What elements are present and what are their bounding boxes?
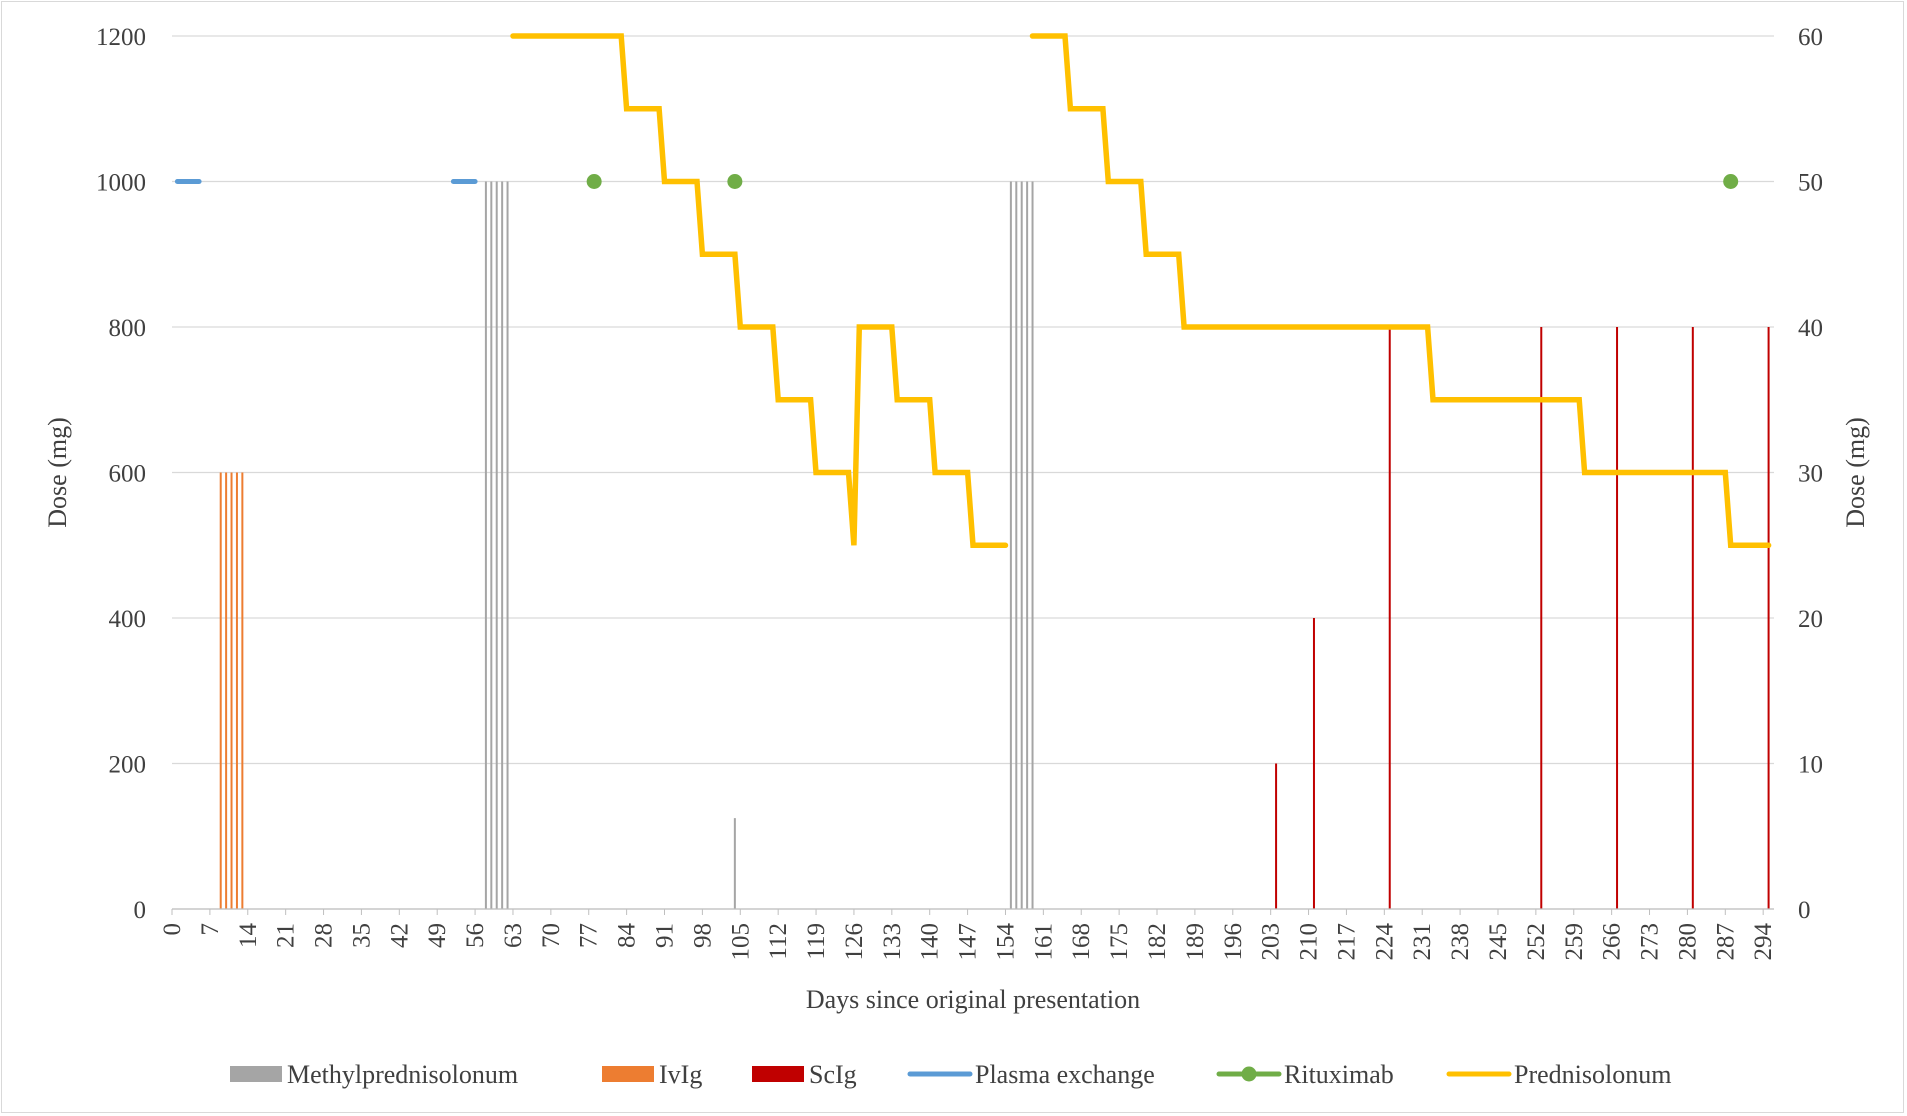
x-tick-label: 98 (689, 923, 716, 948)
left-y-axis-title: Dose (mg) (43, 417, 72, 527)
prednisolonum-line (510, 33, 1009, 549)
rituximab-point (586, 174, 602, 189)
point-series (586, 174, 1739, 189)
left-y-tick-label: 1200 (96, 24, 146, 51)
x-tick-label: 168 (1068, 923, 1095, 961)
x-tick-label: 70 (538, 923, 565, 948)
x-tick-label: 203 (1258, 923, 1285, 961)
legend-label: Methylprednisolonum (287, 1060, 518, 1089)
right-y-tick-label: 60 (1798, 24, 1823, 51)
legend-swatch (602, 1066, 654, 1082)
x-tick-label: 63 (500, 923, 527, 948)
legend-item-ivig: IvIg (602, 1060, 702, 1089)
legend-label: Prednisolonum (1514, 1060, 1671, 1089)
rituximab-point (727, 174, 743, 189)
legend-item-plasma-exchange: Plasma exchange (907, 1060, 1155, 1089)
x-tick-label: 77 (576, 923, 603, 948)
x-tick-label: 224 (1371, 923, 1398, 961)
right-y-tick-label: 10 (1798, 752, 1823, 779)
x-tick-label: 259 (1561, 923, 1588, 961)
x-tick-label: 119 (803, 923, 830, 960)
legend-label: Rituximab (1284, 1060, 1394, 1089)
legend-swatch (752, 1066, 804, 1082)
x-tick-label: 161 (1030, 923, 1057, 961)
left-y-tick-label: 1000 (96, 170, 146, 197)
x-tick-label: 91 (652, 923, 679, 948)
legend-item-prednisolonum: Prednisolonum (1446, 1060, 1671, 1089)
left-y-tick-label: 0 (134, 897, 147, 924)
right-y-axis-title: Dose (mg) (1841, 417, 1870, 527)
right-y-tick-label: 30 (1798, 461, 1823, 488)
x-tick-label: 84 (614, 923, 641, 949)
x-tick-label: 147 (955, 923, 982, 961)
x-tick-label: 217 (1333, 923, 1360, 961)
x-tick-label: 273 (1637, 923, 1664, 961)
legend-label: IvIg (659, 1060, 702, 1089)
x-tick-label: 196 (1220, 923, 1247, 961)
x-axis-title: Days since original presentation (806, 985, 1140, 1014)
right-y-tick-label: 0 (1798, 897, 1811, 924)
right-y-tick-label: 50 (1798, 170, 1823, 197)
x-tick-label: 42 (386, 923, 413, 948)
legend-swatch (230, 1066, 282, 1082)
right-y-tick-label: 20 (1798, 606, 1823, 633)
x-tick-label: 49 (424, 923, 451, 948)
x-tick-label: 28 (311, 923, 338, 948)
x-tick-label: 231 (1409, 923, 1436, 961)
left-y-tick-label: 600 (109, 461, 147, 488)
x-tick-label: 140 (917, 923, 944, 961)
bar-series (219, 181, 1770, 909)
x-tick-label: 266 (1599, 923, 1626, 961)
x-tick-label: 252 (1523, 923, 1550, 961)
legend: Methylprednisolonum IvIg ScIg Plasma exchan… (230, 1060, 1671, 1089)
x-tick-label: 182 (1144, 923, 1171, 961)
left-y-tick-label: 400 (109, 606, 147, 633)
legend-marker (1241, 1066, 1257, 1082)
gridlines (172, 35, 1774, 910)
x-tick-label: 126 (841, 923, 868, 961)
right-y-tick-label: 40 (1798, 315, 1823, 342)
left-y-tick-label: 200 (109, 752, 147, 779)
x-tick-label: 56 (462, 923, 489, 948)
x-tick-label: 7 (197, 923, 224, 936)
x-tick-label: 238 (1447, 923, 1474, 961)
x-tick-label: 175 (1106, 923, 1133, 961)
x-tick-label: 210 (1296, 923, 1323, 961)
x-tick-label: 287 (1712, 923, 1739, 961)
x-tick-label: 21 (273, 923, 300, 948)
x-tick-label: 35 (348, 923, 375, 948)
x-tick-label: 154 (992, 923, 1019, 961)
x-tick-label: 112 (765, 923, 792, 960)
rituximab-point (1723, 174, 1739, 189)
x-tick-label: 245 (1485, 923, 1512, 961)
left-y-tick-label: 800 (109, 315, 147, 342)
legend-item-scig: ScIg (752, 1060, 857, 1089)
x-tick-label: 189 (1182, 923, 1209, 961)
legend-item-methylprednisolonum: Methylprednisolonum (230, 1060, 518, 1089)
x-tick-label: 133 (879, 923, 906, 961)
legend-item-rituximab: Rituximab (1216, 1060, 1394, 1089)
x-tick-label: 0 (159, 923, 186, 936)
prednisolonum-line (1029, 33, 1772, 549)
x-tick-label: 280 (1674, 923, 1701, 961)
line-series (174, 33, 1772, 549)
x-tick-label: 294 (1750, 923, 1777, 961)
x-tick-label: 14 (235, 923, 262, 949)
legend-label: ScIg (809, 1060, 857, 1089)
legend-label: Plasma exchange (975, 1060, 1155, 1089)
x-tick-label: 105 (727, 923, 754, 961)
